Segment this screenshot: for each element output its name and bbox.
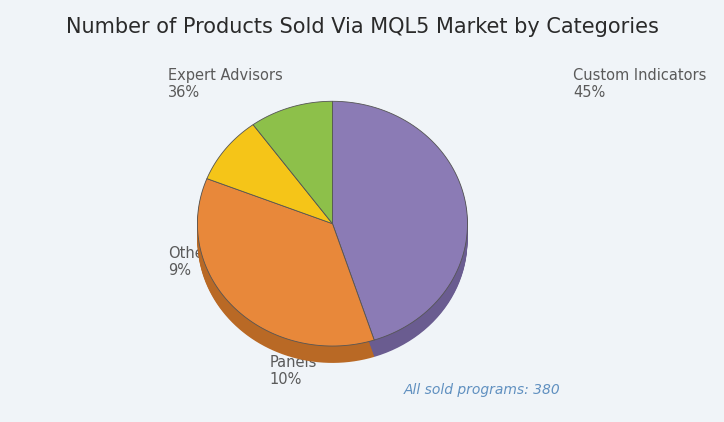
- PathPatch shape: [332, 101, 468, 340]
- PathPatch shape: [253, 106, 332, 228]
- PathPatch shape: [332, 106, 468, 345]
- PathPatch shape: [198, 185, 374, 353]
- PathPatch shape: [253, 113, 332, 235]
- PathPatch shape: [332, 102, 468, 341]
- PathPatch shape: [253, 115, 332, 237]
- PathPatch shape: [198, 182, 374, 349]
- PathPatch shape: [198, 181, 374, 349]
- PathPatch shape: [332, 109, 468, 348]
- PathPatch shape: [332, 107, 468, 346]
- PathPatch shape: [332, 111, 468, 350]
- PathPatch shape: [207, 139, 332, 238]
- PathPatch shape: [198, 184, 374, 352]
- PathPatch shape: [207, 135, 332, 235]
- PathPatch shape: [198, 190, 374, 358]
- PathPatch shape: [207, 130, 332, 230]
- PathPatch shape: [207, 125, 332, 225]
- PathPatch shape: [332, 117, 468, 356]
- PathPatch shape: [198, 192, 374, 360]
- PathPatch shape: [207, 135, 332, 234]
- PathPatch shape: [198, 193, 374, 360]
- Text: All sold programs: 380: All sold programs: 380: [403, 383, 560, 397]
- PathPatch shape: [207, 131, 332, 230]
- PathPatch shape: [198, 187, 374, 354]
- PathPatch shape: [253, 108, 332, 230]
- PathPatch shape: [198, 184, 374, 351]
- PathPatch shape: [207, 136, 332, 235]
- PathPatch shape: [332, 103, 468, 342]
- PathPatch shape: [198, 180, 374, 348]
- Text: 9%: 9%: [168, 262, 191, 278]
- Text: Custom Indicators: Custom Indicators: [573, 68, 707, 84]
- PathPatch shape: [207, 133, 332, 232]
- PathPatch shape: [253, 117, 332, 240]
- PathPatch shape: [253, 103, 332, 225]
- PathPatch shape: [253, 111, 332, 233]
- PathPatch shape: [207, 126, 332, 225]
- Text: Panels: Panels: [269, 355, 316, 371]
- PathPatch shape: [332, 106, 468, 344]
- PathPatch shape: [207, 128, 332, 227]
- PathPatch shape: [198, 195, 374, 362]
- PathPatch shape: [332, 114, 468, 353]
- PathPatch shape: [253, 104, 332, 226]
- PathPatch shape: [253, 112, 332, 235]
- PathPatch shape: [198, 194, 374, 361]
- Text: 10%: 10%: [269, 372, 301, 387]
- PathPatch shape: [253, 101, 332, 224]
- PathPatch shape: [198, 188, 374, 355]
- PathPatch shape: [253, 110, 332, 232]
- PathPatch shape: [207, 130, 332, 229]
- PathPatch shape: [207, 141, 332, 241]
- PathPatch shape: [332, 118, 468, 357]
- Text: Others: Others: [168, 246, 217, 261]
- PathPatch shape: [207, 124, 332, 224]
- PathPatch shape: [207, 140, 332, 239]
- PathPatch shape: [207, 127, 332, 226]
- PathPatch shape: [332, 115, 468, 354]
- PathPatch shape: [253, 111, 332, 234]
- PathPatch shape: [253, 116, 332, 238]
- PathPatch shape: [332, 112, 468, 351]
- PathPatch shape: [332, 116, 468, 354]
- PathPatch shape: [253, 107, 332, 230]
- PathPatch shape: [198, 191, 374, 359]
- PathPatch shape: [207, 132, 332, 231]
- PathPatch shape: [198, 189, 374, 357]
- PathPatch shape: [253, 116, 332, 239]
- PathPatch shape: [253, 109, 332, 231]
- PathPatch shape: [253, 118, 332, 241]
- Text: 36%: 36%: [168, 85, 200, 100]
- PathPatch shape: [207, 134, 332, 233]
- Text: Expert Advisors: Expert Advisors: [168, 68, 282, 84]
- PathPatch shape: [207, 129, 332, 228]
- PathPatch shape: [332, 104, 468, 343]
- PathPatch shape: [332, 113, 468, 352]
- PathPatch shape: [198, 195, 374, 363]
- PathPatch shape: [198, 183, 374, 350]
- PathPatch shape: [253, 102, 332, 225]
- PathPatch shape: [332, 116, 468, 355]
- PathPatch shape: [332, 111, 468, 349]
- PathPatch shape: [198, 189, 374, 356]
- Text: 45%: 45%: [573, 85, 605, 100]
- PathPatch shape: [198, 186, 374, 354]
- PathPatch shape: [207, 137, 332, 236]
- PathPatch shape: [207, 141, 332, 240]
- PathPatch shape: [253, 105, 332, 227]
- PathPatch shape: [253, 106, 332, 229]
- PathPatch shape: [332, 110, 468, 349]
- PathPatch shape: [198, 179, 374, 347]
- PathPatch shape: [207, 138, 332, 237]
- PathPatch shape: [332, 108, 468, 347]
- PathPatch shape: [198, 179, 374, 346]
- PathPatch shape: [332, 105, 468, 344]
- Text: Number of Products Sold Via MQL5 Market by Categories: Number of Products Sold Via MQL5 Market …: [66, 17, 658, 37]
- PathPatch shape: [253, 114, 332, 236]
